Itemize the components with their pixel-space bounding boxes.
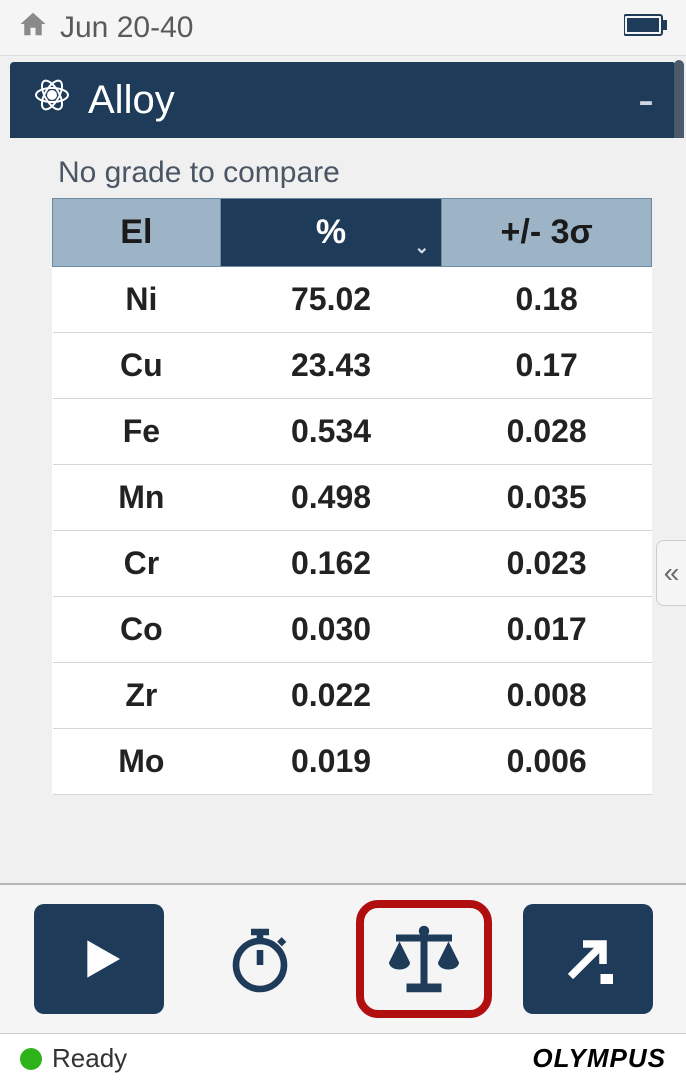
cell-sigma: 0.008 [442, 663, 652, 729]
battery-icon [624, 11, 668, 45]
highlight-ring [356, 900, 492, 1018]
status-dot-icon [20, 1048, 42, 1070]
title-bar[interactable]: Alloy - [10, 62, 676, 138]
date-label: Jun 20-40 [60, 11, 193, 45]
cell-element: Cu [53, 333, 221, 399]
device-screen: Jun 20-40 Alloy - No grade to compare El [0, 0, 686, 1083]
content-area: No grade to compare El % ⌄ +/- 3σ Ni75.0… [0, 138, 686, 873]
col-percent[interactable]: % ⌄ [220, 199, 442, 267]
cell-percent: 0.019 [220, 729, 442, 795]
export-button[interactable] [523, 904, 653, 1014]
title-text: Alloy [88, 78, 175, 123]
table-row[interactable]: Cu23.430.17 [53, 333, 652, 399]
play-button[interactable] [34, 904, 164, 1014]
cell-element: Ni [53, 267, 221, 333]
status-bar: Jun 20-40 [0, 0, 686, 56]
cell-sigma: 0.18 [442, 267, 652, 333]
status-text: Ready [52, 1043, 127, 1074]
table-row[interactable]: Mo0.0190.006 [53, 729, 652, 795]
chevron-down-icon: ⌄ [414, 237, 429, 258]
cell-element: Co [53, 597, 221, 663]
cell-sigma: 0.023 [442, 531, 652, 597]
cell-percent: 0.534 [220, 399, 442, 465]
table-row[interactable]: Mn0.4980.035 [53, 465, 652, 531]
timer-button[interactable] [195, 904, 325, 1014]
cell-percent: 23.43 [220, 333, 442, 399]
table-row[interactable]: Cr0.1620.023 [53, 531, 652, 597]
cell-element: Cr [53, 531, 221, 597]
cell-percent: 75.02 [220, 267, 442, 333]
bottom-toolbar [0, 883, 686, 1033]
cell-percent: 0.498 [220, 465, 442, 531]
atom-icon [32, 75, 72, 125]
col-percent-label: % [316, 213, 346, 251]
table-row[interactable]: Zr0.0220.008 [53, 663, 652, 729]
col-sigma[interactable]: +/- 3σ [442, 199, 652, 267]
side-collapse-tab[interactable]: « [656, 540, 686, 606]
no-grade-label: No grade to compare [52, 156, 652, 190]
brand-label: OLYMPUS [532, 1043, 666, 1074]
footer-bar: Ready OLYMPUS [0, 1033, 686, 1083]
alloy-table: El % ⌄ +/- 3σ Ni75.020.18Cu23.430.17Fe0.… [52, 198, 652, 795]
cell-percent: 0.030 [220, 597, 442, 663]
table-row[interactable]: Fe0.5340.028 [53, 399, 652, 465]
cell-percent: 0.022 [220, 663, 442, 729]
col-element[interactable]: El [53, 199, 221, 267]
table-row[interactable]: Co0.0300.017 [53, 597, 652, 663]
cell-sigma: 0.035 [442, 465, 652, 531]
cell-element: Mn [53, 465, 221, 531]
table-row[interactable]: Ni75.020.18 [53, 267, 652, 333]
cell-sigma: 0.006 [442, 729, 652, 795]
home-icon[interactable] [18, 9, 48, 47]
cell-element: Mo [53, 729, 221, 795]
cell-sigma: 0.017 [442, 597, 652, 663]
cell-sigma: 0.17 [442, 333, 652, 399]
collapse-icon[interactable]: - [638, 73, 654, 128]
cell-element: Zr [53, 663, 221, 729]
cell-element: Fe [53, 399, 221, 465]
cell-percent: 0.162 [220, 531, 442, 597]
balance-button[interactable] [374, 914, 474, 1004]
cell-sigma: 0.028 [442, 399, 652, 465]
